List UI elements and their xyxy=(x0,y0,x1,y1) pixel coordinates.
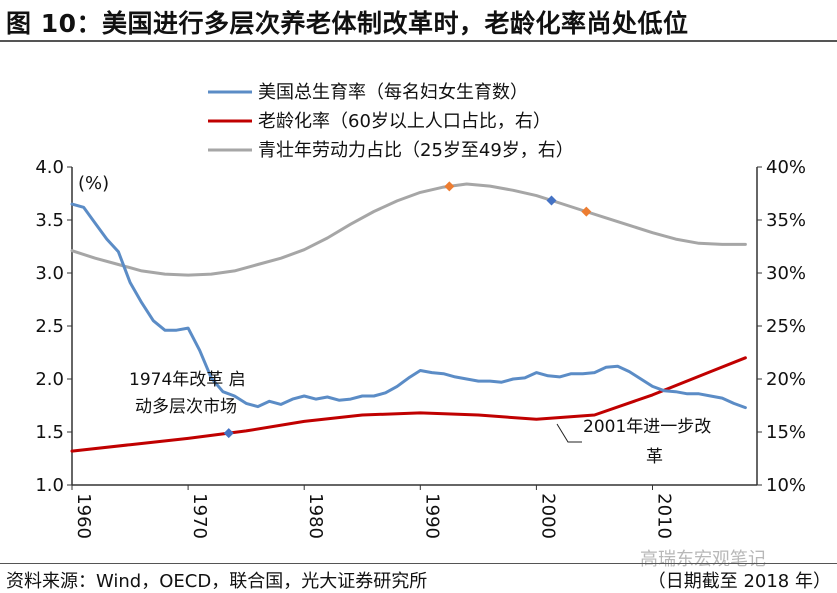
legend: 美国总生育率（每名妇女生育数） 老龄化率（60岁以上人口占比，右） 青壮年劳动力占比… xyxy=(208,82,574,161)
annotation-2001-line-1: 革 xyxy=(646,447,663,467)
left-tick-label: 1.0 xyxy=(35,475,64,496)
event-marker-2 xyxy=(546,195,557,206)
left-tick-label: 2.0 xyxy=(35,369,64,390)
series-line-2 xyxy=(70,182,747,277)
left-tick-label: 3.0 xyxy=(35,263,64,284)
marker-layer xyxy=(223,181,592,439)
legend-label-1: 老龄化率（60岁以上人口占比，右） xyxy=(258,111,551,132)
left-tick-label: 3.5 xyxy=(35,210,64,231)
right-tick-label: 40% xyxy=(766,157,806,178)
axes-layer: 1.0 1.5 2.0 2.5 3.0 3.5 4.0 10% 15% 20% 25% 30% 35% 4… xyxy=(35,157,806,539)
x-tick-label: 1990 xyxy=(421,493,442,539)
series-line-1 xyxy=(70,356,747,453)
left-tick-label: 4.0 xyxy=(35,157,64,178)
title-divider xyxy=(0,40,837,42)
left-tick-label: 2.5 xyxy=(35,316,64,337)
series-layer xyxy=(70,182,747,453)
source-note: 资料来源：Wind，OECD，联合国，光大证券研究所 xyxy=(6,571,428,592)
right-tick-label: 10% xyxy=(766,475,806,496)
x-tick-label: 1980 xyxy=(305,493,326,539)
right-tick-label: 25% xyxy=(766,316,806,337)
watermark-text: 高瑞东宏观笔记 xyxy=(640,549,766,570)
event-marker-0 xyxy=(223,428,234,439)
event-marker-1 xyxy=(444,181,455,192)
annotation-1974-line-0: 1974年改革 启 xyxy=(129,370,246,390)
right-tick-label: 35% xyxy=(766,210,806,231)
series-line-0 xyxy=(70,202,747,410)
x-tick-label: 1960 xyxy=(73,493,94,539)
page-title: 图 10：美国进行多层次养老体制改革时，老龄化率尚处低位 xyxy=(6,9,689,38)
x-tick-label: 2010 xyxy=(654,493,675,539)
legend-label-2: 青壮年劳动力占比（25岁至49岁，右） xyxy=(258,140,574,161)
x-tick-label: 1970 xyxy=(189,493,210,539)
right-tick-label: 20% xyxy=(766,369,806,390)
right-tick-label: 15% xyxy=(766,422,806,443)
footer-divider xyxy=(0,563,837,564)
x-tick-label: 2000 xyxy=(537,493,558,539)
event-marker-3 xyxy=(581,206,592,217)
annotation-leader-line xyxy=(556,423,582,443)
date-note: （日期截至 2018 年） xyxy=(647,571,831,592)
annotation-2001-line-0: 2001年进一步改 xyxy=(583,417,711,437)
annotation-1974-line-1: 动多层次市场 xyxy=(135,397,237,417)
legend-label-0: 美国总生育率（每名妇女生育数） xyxy=(258,82,528,103)
left-tick-label: 1.5 xyxy=(35,422,64,443)
unit-label: (%) xyxy=(78,173,109,194)
right-tick-label: 30% xyxy=(766,263,806,284)
